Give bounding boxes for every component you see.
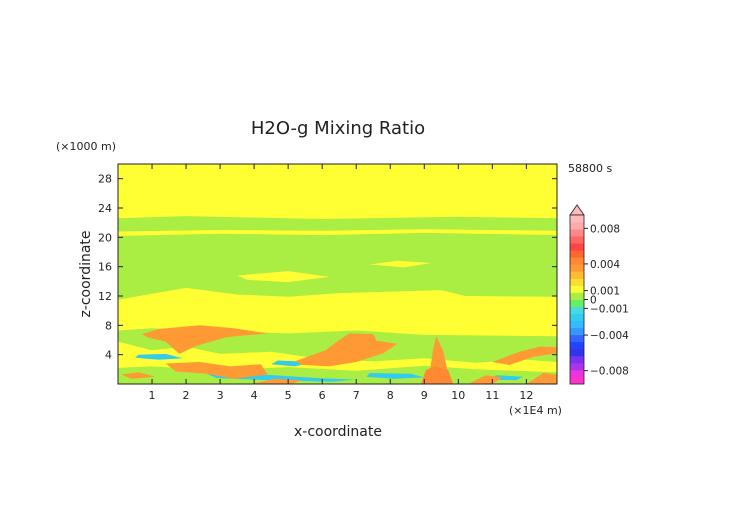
colorbar-arrow-cap [569, 204, 585, 216]
contour-region-yellow-1 [118, 229, 557, 236]
colorbar-cell [570, 348, 584, 357]
x-tick-label: 11 [485, 389, 499, 402]
colorbar-cell [570, 299, 584, 307]
colorbar-cell [570, 292, 584, 300]
colorbar-cell [570, 355, 584, 364]
colorbar-tick-label: −0.008 [590, 366, 629, 378]
x-axis-unit: (×1E4 m) [509, 404, 562, 417]
x-tick-label: 6 [319, 389, 326, 402]
colorbar-cell [570, 334, 584, 343]
y-tick-label: 28 [98, 173, 112, 186]
colorbar-cell [570, 285, 584, 293]
x-tick-label: 7 [353, 389, 360, 402]
colorbar-cell [570, 278, 584, 286]
colorbar-cell [570, 222, 584, 230]
contour-region-orange-16 [492, 346, 557, 365]
x-tick-label: 8 [387, 389, 394, 402]
colorbar-cell [570, 341, 584, 350]
colorbar-cell [570, 271, 584, 279]
colorbar-cell [570, 229, 584, 237]
contour-region-orange-14 [295, 333, 398, 367]
x-tick-label: 2 [183, 389, 190, 402]
contour-region-yellow-4 [369, 260, 432, 268]
x-axis-label: x-coordinate [294, 424, 382, 440]
colorbar-tick-label: 0 [590, 295, 597, 307]
colorbar-tick-label: 0.001 [590, 286, 620, 298]
colorbar-cell [570, 264, 584, 272]
x-tick-label: 10 [451, 389, 465, 402]
contour-region-orange-19 [468, 375, 503, 384]
y-tick-label: 8 [105, 319, 112, 332]
y-tick-label: 16 [98, 261, 112, 274]
plot-frame [117, 163, 558, 385]
time-label: 58800 s [568, 162, 612, 175]
x-tick-label: 9 [421, 389, 428, 402]
y-axis-label: z-coordinate [78, 230, 94, 317]
colorbar-cell [570, 236, 584, 244]
colorbar-cell [570, 243, 584, 251]
y-axis-unit: (×1000 m) [56, 140, 116, 153]
contour-region-yellow-3 [237, 271, 329, 283]
y-tick-label: 24 [98, 202, 112, 215]
colorbar-tick-label: −0.004 [590, 330, 629, 342]
colorbar-cell [570, 362, 584, 371]
y-tick-label: 20 [98, 231, 112, 244]
colorbar-cells [569, 204, 585, 385]
colorbar-cell [570, 215, 584, 223]
colorbar-tick-label: 0.004 [590, 259, 620, 271]
colorbar-tick-label: −0.001 [590, 303, 629, 315]
contour-region-cyan-7 [135, 353, 183, 360]
x-tick-label: 1 [149, 389, 156, 402]
contour-region-orange-17 [121, 372, 156, 379]
colorbar-cell [570, 320, 584, 329]
x-tick-label: 4 [251, 389, 258, 402]
contour-region-cyan-10 [366, 373, 425, 379]
contour-region-orange-13 [165, 362, 268, 379]
x-tick-label: 3 [217, 389, 224, 402]
colorbar-cell [570, 250, 584, 258]
contour-region-orange-12 [141, 325, 268, 354]
contour-region-orange-18 [250, 378, 302, 384]
x-tick-label: 12 [519, 389, 533, 402]
x-axis-ticks: 1 2 3 4 5 6 7 8 9 10 11 12 [149, 164, 533, 402]
contour-region-orange-20 [526, 373, 557, 384]
colorbar-tick-label: 0.008 [590, 223, 620, 235]
x-tick-label: 5 [285, 389, 292, 402]
chart-title: H2O-g Mixing Ratio [251, 118, 425, 139]
colorbar-cell [570, 376, 584, 385]
colorbar-cell [570, 313, 584, 322]
y-axis-ticks: 4 8 12 16 20 24 28 [98, 173, 557, 362]
contour-regions [118, 216, 557, 384]
contour-region-orange-dark-21 [420, 366, 454, 384]
plot-area [117, 163, 558, 385]
y-tick-label: 4 [105, 349, 112, 362]
y-tick-label: 12 [98, 290, 112, 303]
colorbar-cell [570, 257, 584, 265]
colorbar-cell [570, 306, 584, 314]
contour-region-yellow-2 [118, 287, 557, 337]
colorbar-cell [570, 369, 584, 378]
colorbar-cell [570, 327, 584, 336]
